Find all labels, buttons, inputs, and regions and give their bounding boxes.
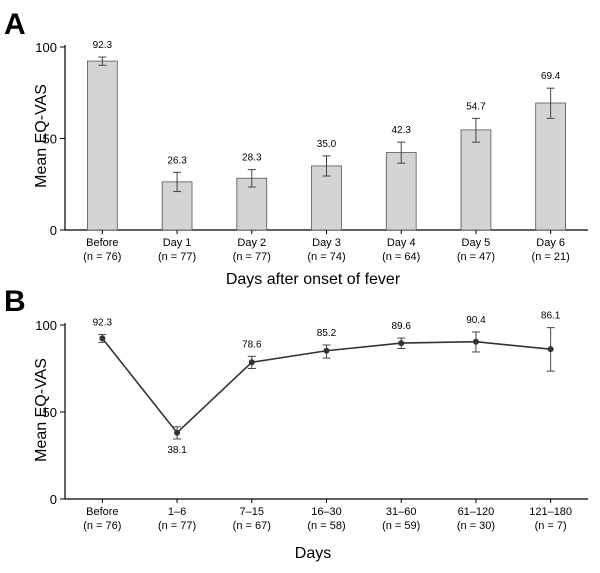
panel-b-value-label: 90.4 xyxy=(466,315,486,326)
panel-b-point xyxy=(323,347,330,354)
panel-a-bar xyxy=(460,129,492,231)
panel-a-value-label: 28.3 xyxy=(242,153,262,164)
panel-b-category-label: 121–180 xyxy=(529,506,572,518)
panel-b-n-label: (n = 76) xyxy=(83,520,121,532)
panel-b-y-tick-label: 50 xyxy=(43,405,57,420)
panel-b-point xyxy=(547,346,554,353)
panel-a-y-tick-label: 100 xyxy=(35,40,57,55)
panel-a-category-label: Day 6 xyxy=(536,237,565,249)
panel-b-n-label: (n = 30) xyxy=(457,520,495,532)
panel-a-category-label: Day 1 xyxy=(163,237,192,249)
panel-a-category-label: Day 3 xyxy=(312,237,341,249)
panel-a-category-label: Day 4 xyxy=(387,237,416,249)
panel-a-letter: A xyxy=(4,8,26,41)
panel-b-point xyxy=(174,429,181,436)
panel-b-value-label: 89.6 xyxy=(391,321,411,332)
panel-a-value-label: 69.4 xyxy=(541,71,561,82)
panel-b-value-label: 78.6 xyxy=(242,339,262,350)
panel-a-n-label: (n = 47) xyxy=(457,251,495,263)
panel-a-n-label: (n = 64) xyxy=(382,251,420,263)
panel-b-point xyxy=(248,359,255,366)
panel-a-bar xyxy=(87,60,118,231)
panel-b-point xyxy=(99,335,106,342)
panel-a-n-label: (n = 21) xyxy=(532,251,570,263)
panel-b-point xyxy=(398,340,405,347)
panel-a-bar xyxy=(535,102,566,231)
panel-a-category-label: Before xyxy=(86,237,118,249)
panel-b-value-label: 85.2 xyxy=(317,328,337,339)
panel-b-category-label: 31–60 xyxy=(386,506,417,518)
panel-b-n-label: (n = 77) xyxy=(158,520,196,532)
panel-b-n-label: (n = 58) xyxy=(307,520,345,532)
panel-a-value-label: 35.0 xyxy=(317,139,337,150)
panel-a-value-label: 92.3 xyxy=(93,40,113,51)
panel-a-value-label: 26.3 xyxy=(167,155,187,166)
panel-a-bar xyxy=(385,152,417,231)
panel-a-n-label: (n = 77) xyxy=(158,251,196,263)
panel-a-ylabel: Mean EQ-VAS xyxy=(33,84,50,188)
panel-a-n-label: (n = 77) xyxy=(233,251,271,263)
panel-b-plot: 0 50 100 Before (n = 76) 1–6 (n = 77) 7–15 (n = … xyxy=(35,311,588,532)
panel-b-xlabel: Days xyxy=(295,545,331,562)
panel-b-letter: B xyxy=(4,285,26,318)
panel-b-y-tick-label: 100 xyxy=(35,318,57,333)
panel-b-value-label: 38.1 xyxy=(167,445,187,456)
panel-a-xlabel: Days after onset of fever xyxy=(226,271,401,288)
panel-a-y-tick-label: 0 xyxy=(50,223,57,238)
panel-a-value-label: 54.7 xyxy=(466,101,486,112)
panel-a-category-label: Day 2 xyxy=(237,237,266,249)
panel-b-n-label: (n = 7) xyxy=(535,520,567,532)
panel-b-category-label: 1–6 xyxy=(168,506,186,518)
panel-a-category-label: Day 5 xyxy=(462,237,491,249)
panel-a-value-label: 42.3 xyxy=(391,125,411,136)
panel-a-plot: 0 50 100 Before (n = 76) Day 1 (n = 77) Day 2 (n… xyxy=(35,40,588,263)
panel-b-category-label: 61–120 xyxy=(458,506,495,518)
panel-b-n-label: (n = 59) xyxy=(382,520,420,532)
panel-b-value-label: 92.3 xyxy=(93,318,113,329)
panel-a-n-label: (n = 76) xyxy=(83,251,121,263)
panel-b-category-label: 16–30 xyxy=(311,506,342,518)
panel-b-value-label: 86.1 xyxy=(541,311,561,322)
panel-b-category-label: 7–15 xyxy=(240,506,264,518)
panel-b-category-label: Before xyxy=(86,506,118,518)
panel-b-point xyxy=(472,338,479,345)
panel-a-y-tick-label: 50 xyxy=(43,132,57,147)
panel-b-n-label: (n = 67) xyxy=(233,520,271,532)
panel-b-ylabel: Mean EQ-VAS xyxy=(33,358,50,462)
panel-a-n-label: (n = 74) xyxy=(307,251,345,263)
panel-b-y-tick-label: 0 xyxy=(50,492,57,507)
